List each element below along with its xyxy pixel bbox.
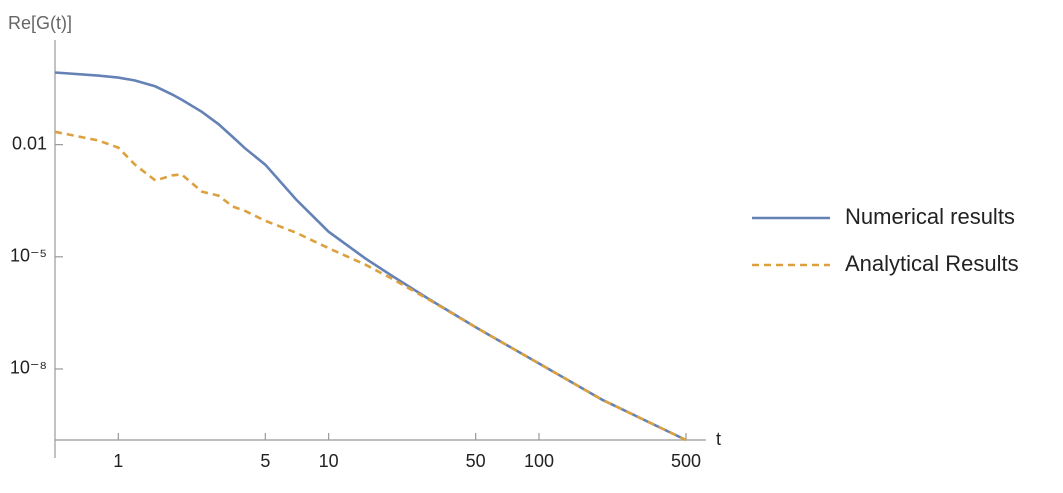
x-tick-label: 500 xyxy=(671,451,701,471)
x-tick-label: 5 xyxy=(260,451,270,471)
x-axis-label: t xyxy=(716,429,721,449)
x-tick-label: 50 xyxy=(466,451,486,471)
x-tick-label: 1 xyxy=(113,451,123,471)
y-axis-label: Re[G(t)] xyxy=(8,13,72,33)
series-line xyxy=(54,130,687,442)
legend-label: Numerical results xyxy=(845,204,1015,229)
x-tick-label: 10 xyxy=(319,451,339,471)
y-tick-label: 10⁻⁸ xyxy=(10,358,47,378)
series-line xyxy=(54,71,687,442)
x-tick-label: 100 xyxy=(524,451,554,471)
y-tick-label: 10⁻⁵ xyxy=(10,246,47,266)
y-tick-label: 0.01 xyxy=(12,133,47,153)
legend-label: Analytical Results xyxy=(845,251,1019,276)
